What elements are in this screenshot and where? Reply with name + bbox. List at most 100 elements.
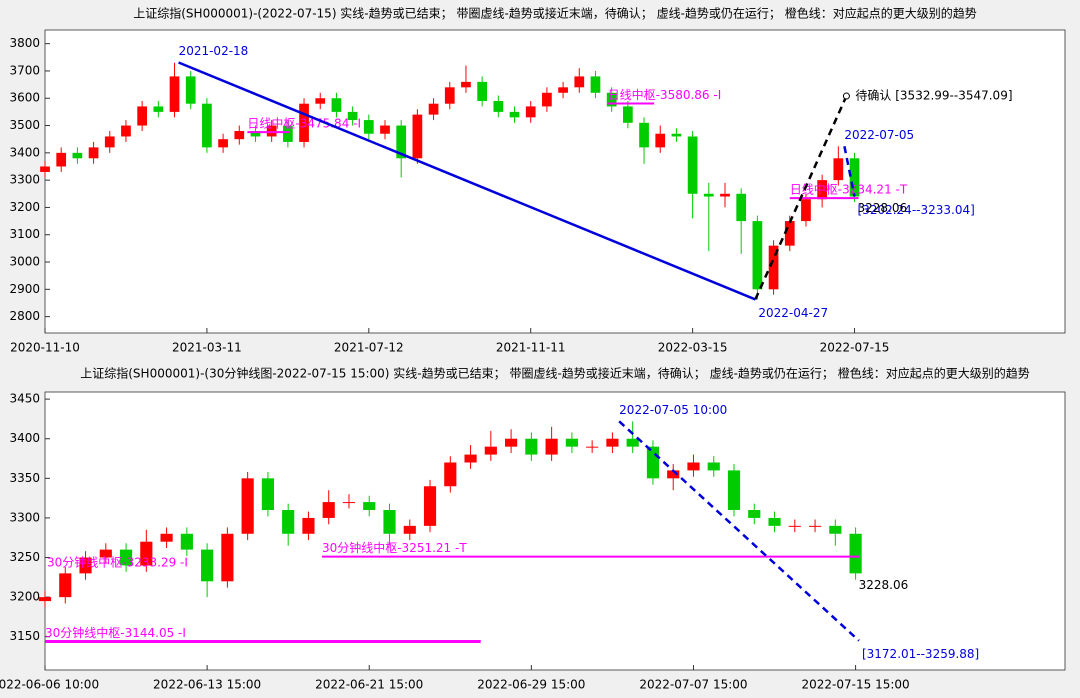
candle-body xyxy=(88,147,99,159)
candle-body xyxy=(565,438,578,447)
candle-body xyxy=(505,438,518,447)
candle-body xyxy=(639,122,649,148)
candle-body xyxy=(72,152,83,159)
candle-body xyxy=(140,541,153,566)
candle-body xyxy=(461,81,471,88)
x-tick-label: 2022-06-06 10:00 xyxy=(0,678,99,692)
candle-body xyxy=(707,462,720,471)
y-tick-label: 3700 xyxy=(9,63,40,77)
trend-line xyxy=(618,420,860,642)
end-label: [3202.24--3233.04] xyxy=(858,203,975,217)
x-tick-label: 2021-11-11 xyxy=(496,341,566,355)
candle-body xyxy=(525,438,538,455)
zhongshu-label: 日线中枢-3234.21 -T xyxy=(790,182,908,197)
end-label: 待确认 [3532.99--3547.09] xyxy=(855,89,1012,103)
end-label: [3172.01--3259.88] xyxy=(862,647,979,661)
x-tick-label: 2022-07-15 15:00 xyxy=(802,678,910,692)
candle-body xyxy=(428,103,439,115)
y-tick-label: 3600 xyxy=(9,91,40,105)
last-close-label: 3228.06 xyxy=(859,578,909,592)
y-tick-label: 3450 xyxy=(9,392,40,406)
candle-body xyxy=(396,125,407,159)
candle-body xyxy=(558,87,568,93)
candle-body xyxy=(322,502,335,518)
x-tick-label: 2022-07-15 xyxy=(820,341,890,355)
candle-body xyxy=(817,180,827,200)
y-tick-label: 3350 xyxy=(9,471,40,485)
candle-body xyxy=(234,131,245,140)
candle-body xyxy=(121,125,131,137)
x-tick-label: 2022-03-15 xyxy=(658,341,728,355)
candle-body xyxy=(266,125,277,137)
candle-body xyxy=(423,486,437,526)
trend-line xyxy=(843,146,856,197)
y-tick-label: 2900 xyxy=(9,282,40,296)
zhongshu-label: 30分钟线中枢-3144.05 -I xyxy=(45,625,186,640)
candle-body xyxy=(849,533,862,574)
trend-line xyxy=(178,61,756,301)
plot-area xyxy=(44,29,1066,334)
y-tick-label: 3150 xyxy=(9,629,40,643)
candle-body xyxy=(748,510,761,518)
candle-body xyxy=(752,221,763,290)
y-tick-label: 3100 xyxy=(9,227,40,241)
y-tick-label: 3250 xyxy=(9,550,40,564)
y-tick-label: 3300 xyxy=(9,510,40,524)
chart-title: 上证综指(SH000001)-(30分钟线图-2022-07-15 15:00)… xyxy=(80,366,1030,381)
candle-body xyxy=(160,533,173,542)
candle-body xyxy=(137,106,147,126)
candle-body xyxy=(331,98,342,112)
candle-body xyxy=(768,517,781,526)
candle-body xyxy=(655,133,666,148)
candle-body xyxy=(218,139,228,148)
candle-body xyxy=(444,87,455,104)
x-tick-label: 2022-06-29 15:00 xyxy=(477,678,585,692)
x-tick-label: 2021-03-11 xyxy=(172,341,242,355)
zhongshu-label: 日线中枢-3580.86 -I xyxy=(608,87,722,102)
candle-body xyxy=(720,193,730,197)
y-tick-label: 3200 xyxy=(9,200,40,214)
y-tick-label: 3400 xyxy=(9,145,40,159)
x-tick-label: 2022-06-13 15:00 xyxy=(153,678,261,692)
y-tick-label: 3000 xyxy=(9,255,40,269)
candle-body xyxy=(342,502,356,504)
end-label: 2022-04-27 xyxy=(758,306,828,320)
end-marker xyxy=(842,92,850,100)
candle-body xyxy=(525,106,536,118)
candle-body xyxy=(477,81,487,101)
x-tick-label: 2022-07-07 15:00 xyxy=(639,678,747,692)
candle-body xyxy=(38,597,52,602)
candle-body xyxy=(250,131,261,137)
candle-body xyxy=(849,158,860,197)
y-tick-label: 3800 xyxy=(9,36,40,50)
candle-body xyxy=(180,533,193,550)
candle-body xyxy=(590,76,601,93)
candle-body xyxy=(493,100,504,112)
candle-body xyxy=(380,125,390,134)
zhongshu-label: 30分钟线中枢-3233.29 -I xyxy=(47,554,188,569)
candle-body xyxy=(282,510,295,534)
candle-body xyxy=(833,158,844,181)
x-tick-label: 2021-07-12 xyxy=(334,341,404,355)
candle-body xyxy=(687,136,698,194)
trend-line xyxy=(754,95,848,300)
candle-body xyxy=(299,103,309,142)
candle-body xyxy=(241,478,254,534)
candle-body xyxy=(606,92,617,107)
candle-body xyxy=(56,152,67,167)
candle-body xyxy=(687,462,700,471)
chart-title: 上证综指(SH000001)-(2022-07-15) 实线-趋势或已结束； 带… xyxy=(133,6,977,21)
candle-body xyxy=(261,478,274,511)
start-label: 2021-02-18 xyxy=(179,44,249,58)
candle-body xyxy=(606,438,619,447)
y-tick-label: 2800 xyxy=(9,309,40,323)
start-label: 2022-07-05 xyxy=(844,128,914,142)
candle-body xyxy=(542,92,552,107)
candle-body xyxy=(545,438,558,455)
candle-body xyxy=(444,462,457,487)
candle-body xyxy=(99,549,112,558)
candle-body xyxy=(185,76,196,104)
candle-body xyxy=(363,502,376,511)
x-tick-label: 2020-11-10 xyxy=(10,341,80,355)
candle-body xyxy=(808,525,822,527)
